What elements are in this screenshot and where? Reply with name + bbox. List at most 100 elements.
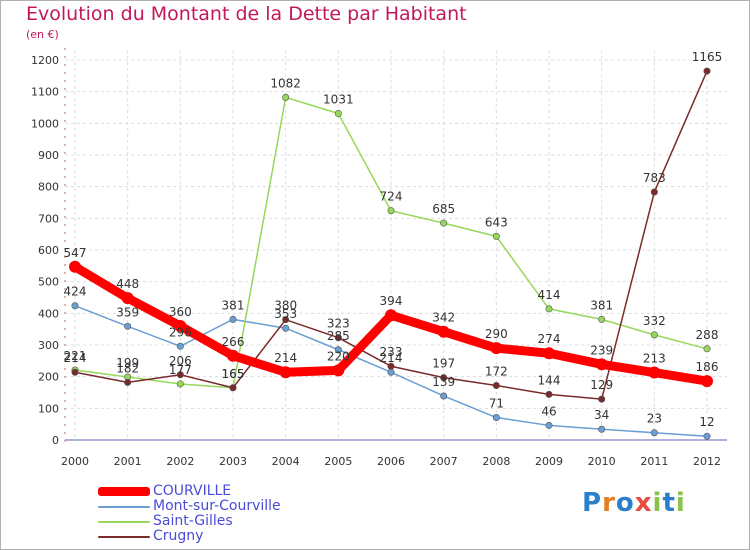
data-label-mont-sur-courville: 359 (116, 305, 139, 319)
data-label-crugny: 206 (169, 354, 192, 368)
data-point-crugny (282, 316, 290, 324)
data-point-crugny (492, 382, 500, 390)
data-label-saint-gilles: 288 (696, 328, 719, 342)
data-label-crugny: 233 (380, 345, 403, 359)
data-label-crugny: 323 (327, 317, 350, 331)
data-label-courville: 547 (64, 246, 87, 260)
data-point-crugny (703, 67, 711, 75)
data-point-saint-gilles (282, 93, 290, 101)
data-point-courville (174, 320, 187, 332)
x-tick-label: 2003 (219, 455, 247, 468)
data-label-saint-gilles: 221 (64, 349, 87, 363)
y-tick-label: 1200 (31, 54, 59, 67)
logo-letter: i (652, 488, 663, 518)
data-point-courville (69, 260, 81, 273)
data-point-courville (701, 375, 713, 388)
data-label-crugny: 129 (590, 378, 613, 392)
logo-letter: P (582, 488, 603, 518)
y-tick-label: 0 (52, 434, 59, 447)
legend: COURVILLE Mont-sur-Courville Saint-Gilles C… (98, 484, 281, 544)
logo-letter: r (602, 488, 616, 518)
data-label-courville: 186 (696, 360, 719, 374)
data-label-crugny: 182 (116, 361, 139, 375)
data-point-mont-sur-courville (703, 432, 711, 440)
data-point-saint-gilles (650, 331, 658, 339)
data-label-crugny: 172 (485, 365, 508, 379)
data-label-saint-gilles: 1082 (270, 76, 301, 90)
data-point-mont-sur-courville (387, 368, 395, 376)
data-label-saint-gilles: 724 (380, 190, 403, 204)
y-tick-label: 500 (38, 276, 59, 289)
data-point-mont-sur-courville (545, 421, 553, 429)
legend-item-crugny: Crugny (98, 529, 281, 544)
data-label-mont-sur-courville: 139 (432, 375, 455, 389)
legend-label: Saint-Gilles (153, 513, 233, 529)
x-tick-label: 2010 (588, 455, 616, 468)
logo-letter: i (675, 488, 686, 518)
data-point-courville (437, 325, 450, 338)
legend-label: Crugny (153, 528, 204, 544)
data-point-crugny (650, 188, 658, 196)
data-label-saint-gilles: 199 (116, 356, 139, 370)
y-tick-label: 1000 (31, 117, 59, 130)
legend-label: COURVILLE (153, 483, 232, 499)
data-label-mont-sur-courville: 353 (274, 307, 297, 321)
x-tick-label: 2012 (693, 455, 721, 468)
data-label-crugny: 197 (432, 357, 455, 371)
data-point-crugny (176, 371, 184, 379)
data-point-crugny (598, 395, 606, 403)
data-point-saint-gilles (176, 380, 184, 388)
x-tick-label: 2008 (482, 455, 510, 468)
data-label-saint-gilles: 414 (538, 288, 561, 302)
data-point-saint-gilles (387, 207, 395, 215)
data-label-mont-sur-courville: 296 (169, 325, 192, 339)
data-label-mont-sur-courville: 23 (647, 412, 662, 426)
data-label-courville: 448 (116, 277, 139, 291)
data-label-courville: 214 (274, 351, 297, 365)
data-label-courville: 266 (222, 335, 245, 349)
data-label-crugny: 1165 (692, 50, 723, 64)
data-label-crugny: 380 (274, 299, 297, 313)
data-label-mont-sur-courville: 12 (699, 415, 714, 429)
data-point-mont-sur-courville (650, 429, 658, 437)
data-label-crugny: 144 (538, 373, 561, 387)
legend-item-courville: COURVILLE (98, 484, 281, 499)
data-label-mont-sur-courville: 214 (380, 351, 403, 365)
data-point-crugny (387, 362, 395, 370)
chart-subtitle: (en €) (26, 28, 59, 41)
chart-title: Evolution du Montant de la Dette par Hab… (26, 3, 467, 25)
data-point-mont-sur-courville (282, 324, 290, 332)
y-tick-label: 1100 (31, 86, 59, 99)
data-label-courville: 290 (485, 327, 508, 341)
data-point-saint-gilles (492, 232, 500, 240)
logo-letter: o (615, 488, 635, 518)
data-label-courville: 220 (327, 349, 350, 363)
y-tick-label: 800 (38, 181, 59, 194)
y-tick-label: 600 (38, 244, 59, 257)
data-point-crugny (71, 368, 79, 376)
data-label-mont-sur-courville: 34 (594, 408, 609, 422)
data-label-mont-sur-courville: 285 (327, 329, 350, 343)
x-tick-label: 2011 (640, 455, 668, 468)
data-label-mont-sur-courville: 424 (64, 285, 87, 299)
data-point-mont-sur-courville (176, 342, 184, 350)
data-point-courville (543, 347, 555, 360)
x-tick-label: 2001 (114, 455, 142, 468)
x-tick-label: 2009 (535, 455, 563, 468)
data-point-saint-gilles (334, 110, 342, 118)
data-label-mont-sur-courville: 46 (541, 404, 556, 418)
data-label-saint-gilles: 685 (432, 202, 455, 216)
data-point-crugny (440, 374, 448, 382)
x-tick-label: 2007 (430, 455, 458, 468)
data-label-saint-gilles: 1031 (323, 93, 354, 107)
y-tick-label: 700 (38, 212, 59, 225)
data-point-mont-sur-courville (229, 315, 237, 323)
data-point-saint-gilles (703, 345, 711, 353)
legend-swatch (98, 520, 150, 523)
data-label-crugny: 214 (64, 351, 87, 365)
y-tick-label: 200 (38, 371, 59, 384)
data-point-courville (121, 292, 134, 305)
x-tick-label: 2005 (324, 455, 352, 468)
data-point-courville (227, 349, 239, 362)
data-point-crugny (334, 334, 342, 342)
